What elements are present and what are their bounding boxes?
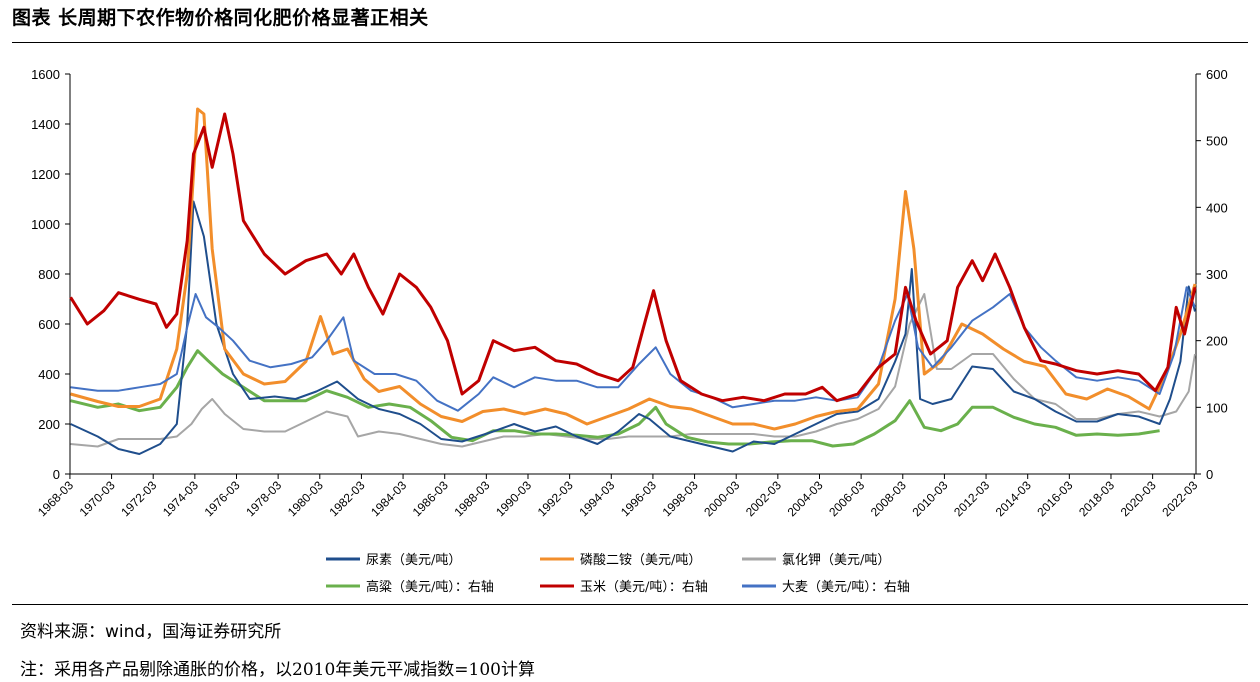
chart-title: 图表 长周期下农作物价格同化肥价格显著正相关: [12, 7, 429, 29]
note-text: 注：采用各产品剔除通胀的价格，以2010年美元平减指数=100计算: [20, 660, 535, 680]
left-tick-label: 400: [38, 367, 60, 382]
right-tick-label: 100: [1206, 400, 1228, 415]
legend-label: 高粱（美元/吨）：右轴: [366, 579, 494, 595]
x-tick-label: 1992-03: [535, 478, 576, 519]
x-tick-label: 2006-03: [826, 478, 867, 519]
left-tick-label: 1000: [31, 217, 60, 232]
x-tick-label: 2010-03: [909, 478, 950, 519]
x-tick-label: 1984-03: [368, 478, 409, 519]
chart-lines: [69, 107, 1197, 455]
chart-axes: 0 200 400 600 800 1000 1200 1400 1600 0 100 200 300 4…: [31, 67, 1228, 519]
x-tick-label: 1974-03: [160, 478, 201, 519]
x-tick-label: 1988-03: [451, 478, 492, 519]
chart-area: 0 200 400 600 800 1000 1200 1400 1600 0 100 200 300 4…: [31, 67, 1228, 595]
right-tick-label: 200: [1206, 334, 1228, 349]
x-tick-label: 1996-03: [618, 478, 659, 519]
x-tick-label: 2000-03: [701, 478, 742, 519]
right-tick-label: 600: [1206, 67, 1228, 82]
series-line-3: [70, 349, 1160, 448]
x-tick-label: 2020-03: [1118, 478, 1159, 519]
x-tick-label: 1998-03: [660, 478, 701, 519]
x-tick-label: 2016-03: [1034, 478, 1075, 519]
left-tick-label: 0: [53, 467, 60, 482]
series-line-2: [70, 293, 1196, 448]
x-tick-label: 1978-03: [243, 478, 284, 519]
left-tick-label: 800: [38, 267, 60, 282]
x-tick-label: 2008-03: [868, 478, 909, 519]
chart-legend: 尿素（美元/吨） 磷酸二铵（美元/吨） 氯化钾（美元/吨） 高粱（美元/吨）：右轴 玉米…: [326, 553, 910, 595]
x-tick-label: 1970-03: [77, 478, 118, 519]
footer-divider: [12, 604, 1248, 605]
x-tick-label: 2004-03: [785, 478, 826, 519]
left-tick-label: 1400: [31, 117, 60, 132]
right-tick-label: 500: [1206, 134, 1228, 149]
series-line-1: [70, 107, 1197, 431]
x-tick-label: 2014-03: [993, 478, 1034, 519]
left-tick-label: 1200: [31, 167, 60, 182]
legend-label: 磷酸二铵（美元/吨）: [580, 553, 701, 568]
title-divider: [12, 42, 1248, 43]
right-tick-label: 0: [1206, 467, 1213, 482]
series-line-4: [69, 112, 1197, 403]
legend-label: 尿素（美元/吨）: [366, 553, 461, 568]
legend-label: 氯化钾（美元/吨）: [782, 553, 890, 568]
x-tick-label: 2002-03: [743, 478, 784, 519]
x-tick-label: 1990-03: [493, 478, 534, 519]
left-tick-label: 1600: [31, 67, 60, 82]
x-tick-label: 1994-03: [576, 478, 617, 519]
x-tick-label: 1972-03: [118, 478, 159, 519]
x-tick-label: 1982-03: [327, 478, 368, 519]
x-tick-label: 2012-03: [951, 478, 992, 519]
series-line-0: [70, 200, 1196, 455]
x-tick-label: 2018-03: [1076, 478, 1117, 519]
x-tick-label: 1980-03: [285, 478, 326, 519]
x-tick-label: 1968-03: [35, 478, 76, 519]
x-tick-label: 1986-03: [410, 478, 451, 519]
left-tick-label: 600: [38, 317, 60, 332]
x-tick-label: 2022-03: [1159, 478, 1200, 519]
right-tick-label: 400: [1206, 200, 1228, 215]
legend-label: 玉米（美元/吨）：右轴: [580, 580, 708, 595]
left-tick-label: 200: [38, 417, 60, 432]
legend-label: 大麦（美元/吨）：右轴: [782, 580, 910, 595]
x-tick-label: 1976-03: [202, 478, 243, 519]
right-tick-label: 300: [1206, 267, 1228, 282]
source-text: 资料来源：wind，国海证券研究所: [20, 622, 282, 642]
